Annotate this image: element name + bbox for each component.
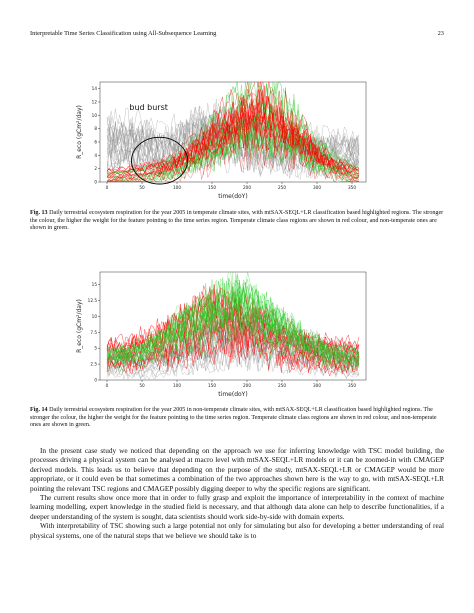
x-tick-label: 300 [313,383,321,388]
series-line [106,344,360,378]
bud-burst-label: bud burst [129,103,168,112]
x-tick-label: 150 [208,185,216,190]
y-tick-label: 2.5 [90,362,97,367]
y-tick-label: 2 [94,166,97,171]
y-tick-label: 10 [92,113,98,118]
figure-14: 0 50 100 150 200 250 300 350 0 2.5 5 7.5 10 12.5 15 tim… [72,266,372,400]
y-tick-label: 8 [94,126,97,131]
figure-13: 0 50 100 150 200 250 300 350 0 2 4 6 8 10 12 14 time(doY… [72,76,372,202]
series-line [106,103,360,151]
x-tick-label: 0 [106,383,109,388]
paragraph-3: With interpretability of TSC showing suc… [30,521,444,540]
series-line [106,295,360,359]
x-tick-label: 0 [106,185,109,190]
series-group [106,82,360,182]
series-line [106,284,360,356]
x-axis-label: time(doY) [218,193,247,200]
series-line [106,105,360,174]
series-group [106,272,360,380]
series-line [106,328,360,375]
x-tick-label: 50 [139,383,145,388]
caption-fig13-label: Fig. 13 [30,210,48,216]
caption-fig14-text: Daily terrestrial ecosystem respiration … [30,407,437,429]
chart-fig14: 0 50 100 150 200 250 300 350 0 2.5 5 7.5 10 12.5 15 tim… [76,271,367,398]
y-tick-label: 15 [92,282,98,287]
bud-burst-circle [131,136,188,185]
chart-fig13: 0 50 100 150 200 250 300 350 0 2 4 6 8 10 12 14 time(doY… [76,81,367,200]
x-axis-label: time(doY) [218,391,247,398]
x-tick-label: 100 [173,383,181,388]
y-tick-label: 0 [94,378,97,383]
series-line [106,90,360,182]
body-text: In the present case study we noticed tha… [30,446,444,540]
paragraph-2: The current results show once more that … [30,493,444,521]
y-tick-label: 10 [92,314,98,319]
plot-frame [99,81,367,183]
x-tick-label: 100 [173,185,181,190]
series-line [106,280,360,362]
page-number: 23 [437,30,444,37]
y-tick-label: 0 [94,180,97,185]
x-tick-label: 150 [208,383,216,388]
series-line [106,341,360,380]
y-tick-label: 7.5 [90,330,97,335]
series-line [106,299,360,366]
series-line [107,129,359,182]
y-tick-label: 6 [94,140,97,145]
x-tick-label: 200 [243,383,251,388]
y-tick-label: 4 [94,153,97,158]
x-tick-label: 50 [139,185,145,190]
x-tick-label: 250 [278,185,286,190]
x-tick-label: 200 [243,185,251,190]
x-tick-label: 250 [278,383,286,388]
caption-fig14: Fig. 14 Daily terrestrial ecosystem resp… [30,407,444,430]
series-line [106,340,360,380]
paragraph-1: In the present case study we noticed tha… [30,446,444,493]
running-title: Interpretable Time Series Classification… [30,30,217,37]
series-line [106,82,360,173]
y-tick-label: 14 [92,86,98,91]
x-tick-label: 350 [348,383,356,388]
series-line [106,98,360,154]
y-tick-label: 12.5 [88,298,98,303]
caption-fig13: Fig. 13 Daily terrestrial ecosystem resp… [30,210,444,233]
series-line [107,82,360,175]
series-line [107,106,359,182]
y-axis-label: R_eco (gCm²/day) [76,299,83,353]
x-tick-label: 300 [313,185,321,190]
x-tick-label: 350 [348,185,356,190]
y-tick-label: 12 [92,100,98,105]
caption-fig14-label: Fig. 14 [30,407,48,413]
y-tick-label: 5 [94,346,97,351]
caption-fig13-text: Daily terrestrial ecosystem respiration … [30,210,444,232]
y-axis-label: R_eco (gCm²/day) [76,105,83,159]
page-header: Interpretable Time Series Classification… [30,30,444,42]
series-line [106,112,360,158]
series-line [106,318,360,373]
series-line [106,282,360,367]
series-line [106,82,360,182]
